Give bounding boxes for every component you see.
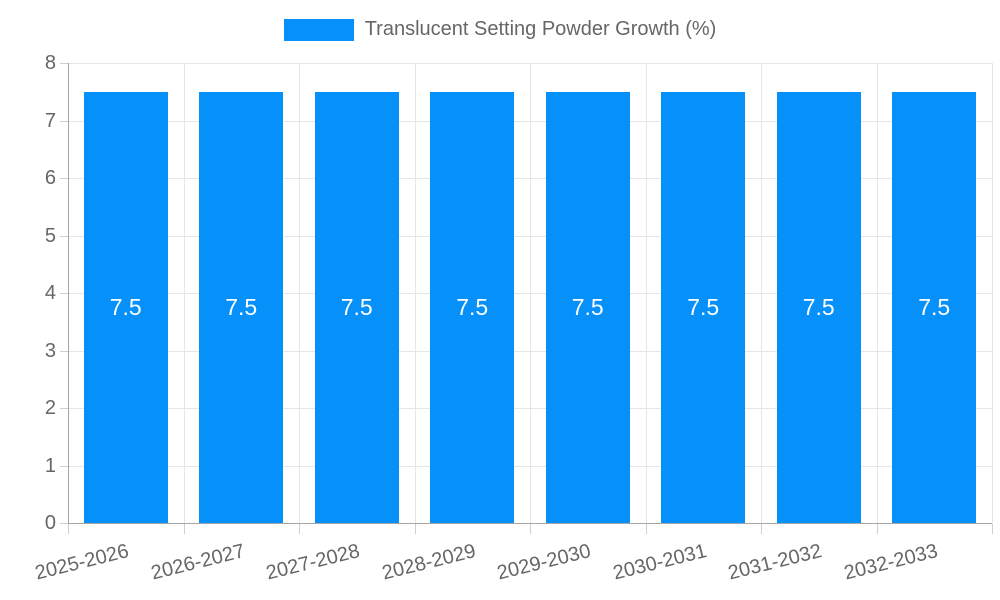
x-axis-label: 2027-2028 bbox=[263, 540, 363, 585]
bar[interactable] bbox=[545, 91, 630, 523]
bar[interactable] bbox=[199, 91, 284, 523]
y-tick-mark bbox=[60, 293, 68, 294]
y-tick-mark bbox=[60, 465, 68, 467]
gridline-vertical bbox=[414, 63, 416, 523]
legend-item[interactable]: Translucent Setting Powder Growth (%) bbox=[283, 18, 717, 41]
bar[interactable] bbox=[892, 91, 977, 523]
chart-legend: Translucent Setting Powder Growth (%) bbox=[0, 18, 1000, 41]
y-axis-label: 5 bbox=[44, 224, 56, 247]
x-axis-label: 2030-2031 bbox=[610, 540, 709, 585]
legend-swatch bbox=[283, 18, 354, 41]
x-axis-label: 2025-2026 bbox=[32, 540, 132, 585]
gridline-vertical bbox=[183, 63, 185, 523]
y-axis-label: 4 bbox=[44, 282, 56, 304]
gridline-vertical bbox=[299, 63, 300, 523]
y-axis-label: 7 bbox=[44, 109, 56, 132]
x-tick-mark bbox=[876, 524, 878, 534]
x-axis-label: 2028-2029 bbox=[379, 540, 478, 585]
gridline-vertical bbox=[645, 63, 647, 523]
y-tick-mark bbox=[60, 523, 68, 524]
y-axis-label: 6 bbox=[44, 167, 56, 189]
x-tick-mark bbox=[761, 524, 762, 534]
bar[interactable] bbox=[83, 91, 168, 523]
x-tick-mark bbox=[414, 524, 416, 534]
y-axis-label: 2 bbox=[44, 397, 56, 419]
x-tick-mark bbox=[530, 524, 531, 534]
x-axis-label: 2026-2027 bbox=[148, 540, 247, 585]
y-axis-label: 3 bbox=[44, 339, 56, 362]
y-axis-label: 8 bbox=[44, 52, 56, 74]
x-axis-label: 2032-2033 bbox=[841, 540, 940, 585]
y-axis-label: 0 bbox=[44, 512, 56, 534]
y-tick-mark bbox=[60, 408, 68, 409]
y-tick-mark bbox=[60, 178, 68, 179]
y-tick-mark bbox=[60, 63, 68, 64]
x-axis-line bbox=[68, 523, 992, 524]
x-tick-mark bbox=[68, 524, 69, 534]
y-axis-line bbox=[68, 63, 69, 523]
x-tick-mark bbox=[299, 524, 300, 534]
y-tick-mark bbox=[60, 235, 68, 237]
legend-label: Translucent Setting Powder Growth (%) bbox=[364, 18, 717, 40]
bar[interactable] bbox=[314, 91, 399, 523]
gridline-vertical bbox=[761, 63, 762, 523]
bar[interactable] bbox=[430, 91, 515, 523]
bar[interactable] bbox=[776, 91, 861, 523]
bar[interactable] bbox=[661, 91, 746, 523]
gridline-vertical bbox=[876, 63, 878, 523]
y-tick-mark bbox=[60, 350, 68, 352]
gridline-vertical bbox=[530, 63, 531, 523]
x-tick-mark bbox=[645, 524, 647, 534]
x-tick-mark bbox=[992, 524, 993, 534]
x-axis-label: 2029-2030 bbox=[494, 540, 594, 585]
y-axis-label: 1 bbox=[44, 454, 56, 477]
x-tick-mark bbox=[183, 524, 185, 534]
x-axis-label: 2031-2032 bbox=[725, 540, 825, 585]
y-tick-mark bbox=[60, 120, 68, 122]
gridline-vertical bbox=[992, 63, 993, 523]
